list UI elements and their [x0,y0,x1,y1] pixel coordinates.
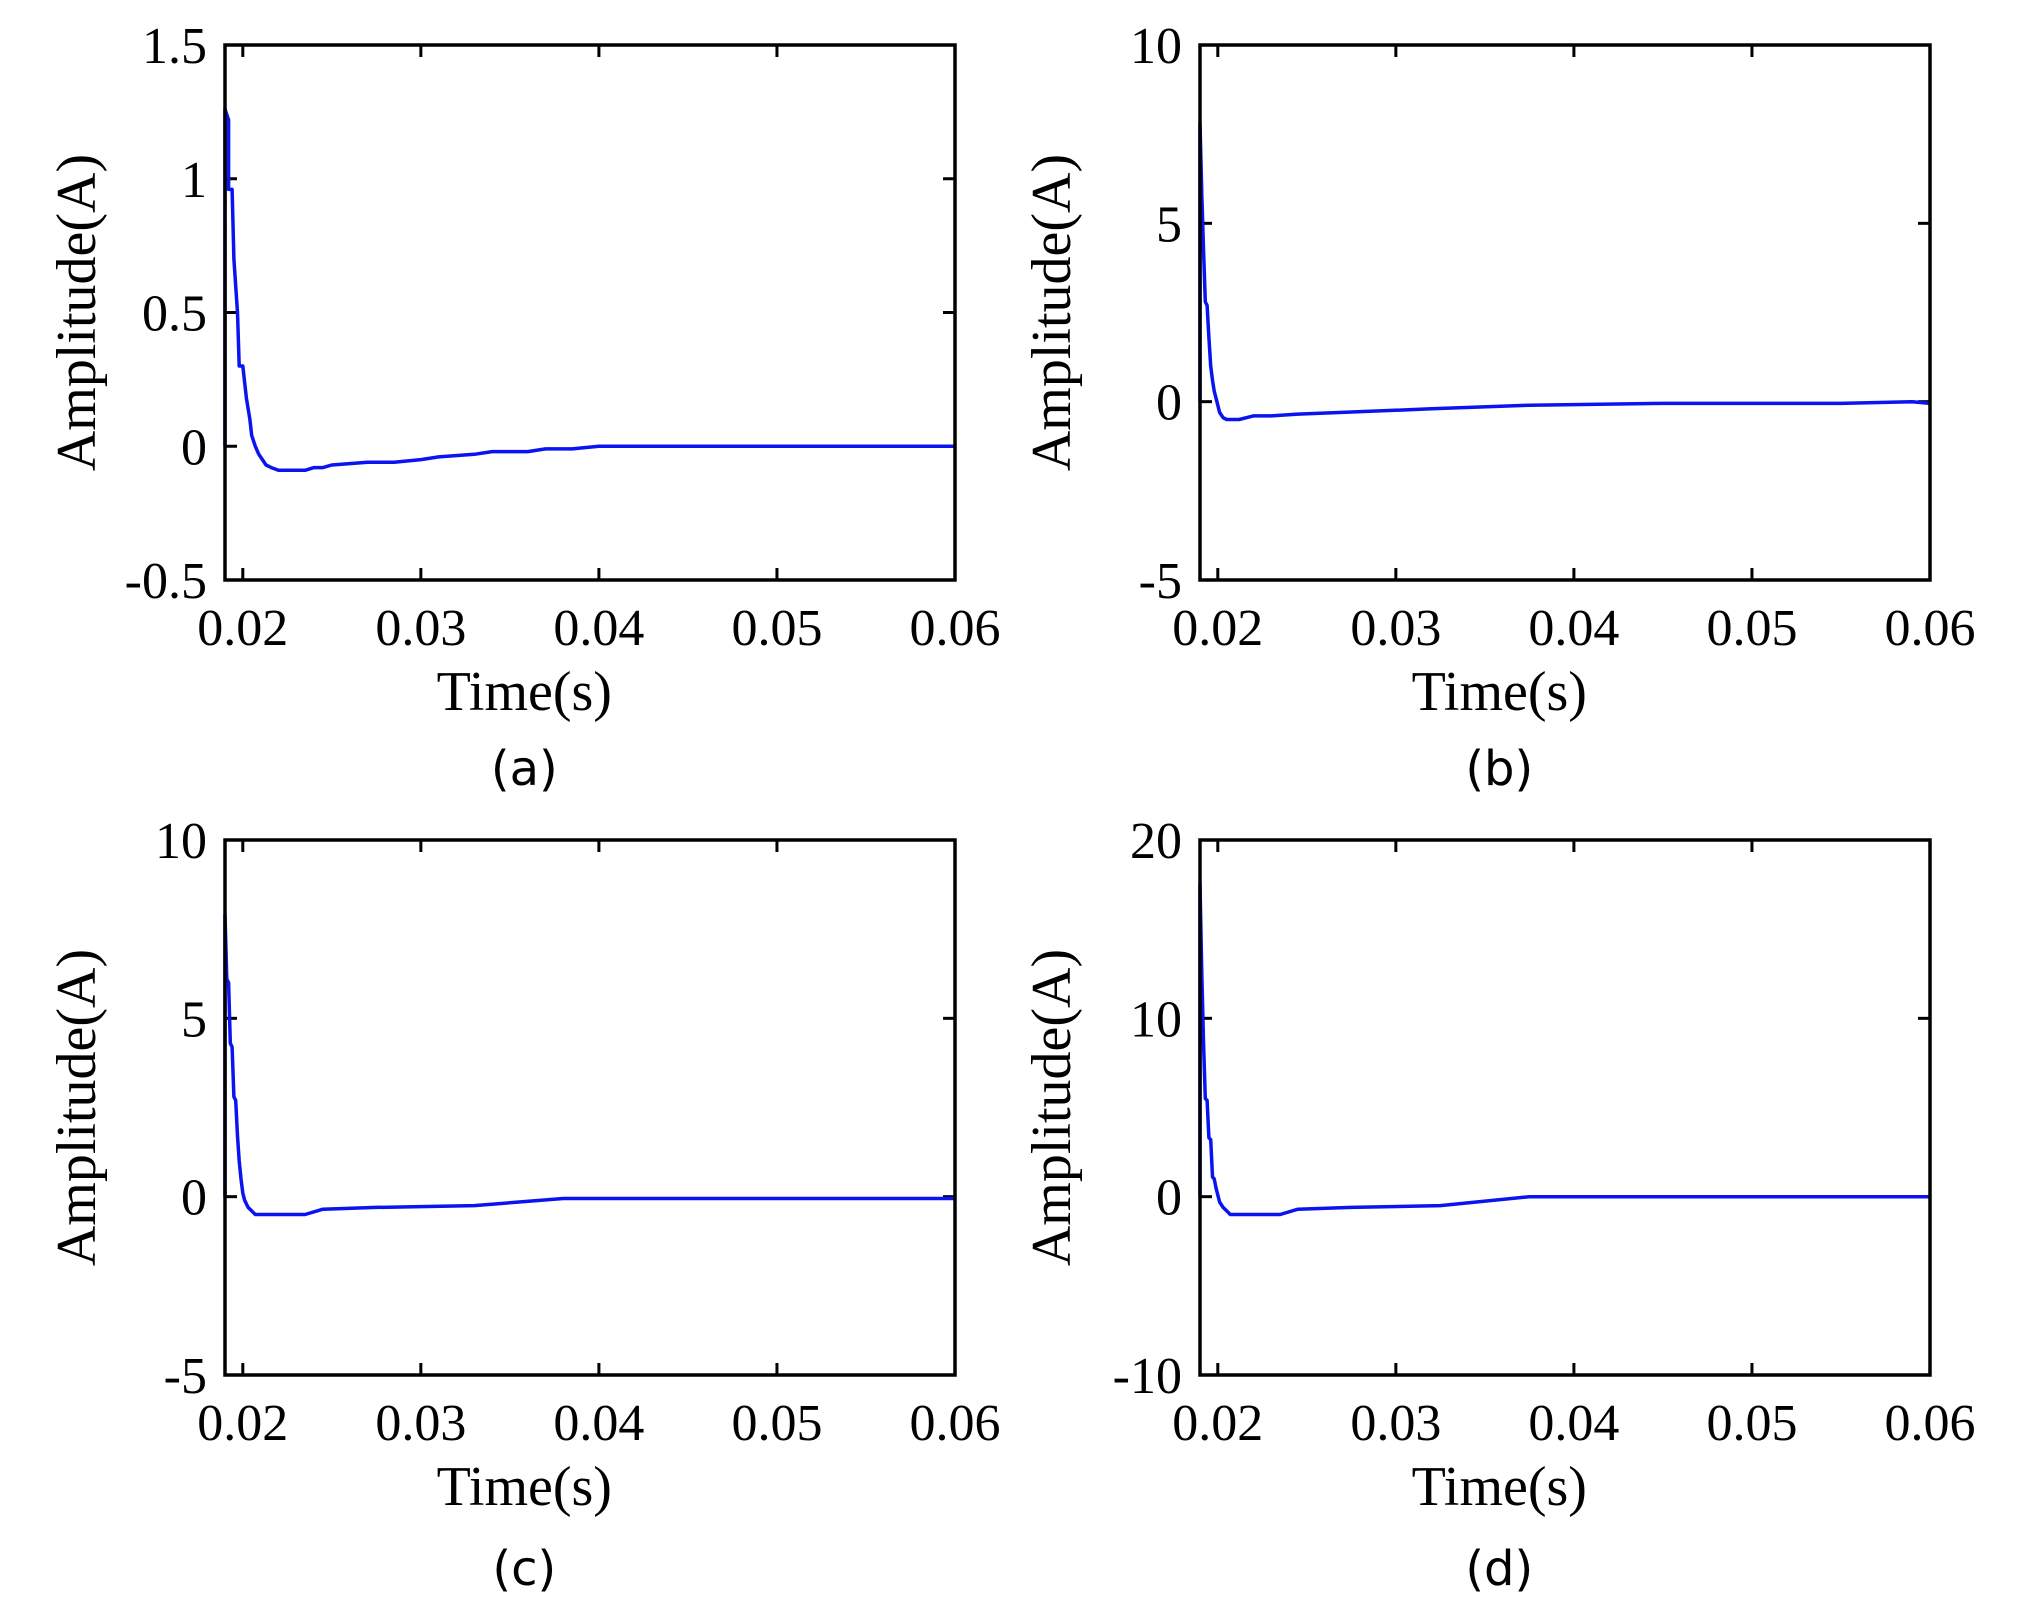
y-tick-label: -5 [1139,553,1182,610]
y-tick-label: 10 [1130,991,1182,1048]
x-tick-label: 0.03 [1350,600,1441,657]
x-axis-title: Time(s) [1412,661,1587,723]
y-axis-title: Amplitude(A) [1021,949,1083,1266]
y-tick-label: 0 [181,419,207,476]
y-tick-label: 5 [1156,196,1182,253]
x-axis-title: Time(s) [437,1456,612,1518]
x-axis-title: Time(s) [437,661,612,723]
x-tick-label: 0.04 [1528,600,1619,657]
y-tick-label: 0 [1156,375,1182,432]
plot-frame [1198,838,1932,1377]
plot-frame [223,838,957,1377]
y-tick-label: 0.5 [142,286,207,343]
panel-caption: (c) [492,1541,556,1597]
x-tick-label: 0.05 [731,1395,822,1452]
y-tick-label: 1 [181,152,207,209]
y-tick-label: 0 [1156,1170,1182,1227]
x-tick-label: 0.02 [1172,600,1263,657]
x-axis-title: Time(s) [1412,1456,1587,1518]
panel-c: 0.02 0.03 0.04 0.05 0.06 -5 0 5 10 Time(s) Amplitu… [46,813,1001,1597]
x-tick-label: 0.06 [1885,600,1976,657]
y-tick-label: -5 [164,1348,207,1405]
series-line-0 [1198,882,1930,1217]
y-tick-label: 10 [155,813,207,870]
series-line-0 [223,913,955,1217]
x-tick-label: 0.06 [1885,1395,1976,1452]
x-tick-label: 0.02 [197,1395,288,1452]
y-axis-title: Amplitude(A) [1021,154,1083,471]
x-tick-label: 0.06 [910,1395,1001,1452]
series-line-0 [1198,121,1931,422]
x-tick-label: 0.05 [1706,600,1797,657]
y-tick-label: 20 [1130,813,1182,870]
plot-frame [1198,43,1932,582]
x-tick-label: 0.04 [553,1395,644,1452]
x-tick-label: 0.02 [197,600,288,657]
x-tick-label: 0.04 [1528,1395,1619,1452]
x-tick-label: 0.03 [1350,1395,1441,1452]
y-tick-label: 5 [181,991,207,1048]
y-axis-title: Amplitude(A) [46,949,108,1266]
panel-caption: (b) [1465,741,1533,797]
panel-a: 0.02 0.03 0.04 0.05 0.06 -0.5 0 0.5 1 1.5 Time(s) A… [46,18,1001,797]
x-tick-label: 0.03 [375,1395,466,1452]
y-tick-label: 1.5 [142,18,207,75]
y-tick-label: 0 [181,1170,207,1227]
x-tick-label: 0.03 [375,600,466,657]
panel-b: 0.02 0.03 0.04 0.05 0.06 -5 0 5 10 Time(s) Amplitu… [1021,18,1976,797]
y-axis-title: Amplitude(A) [46,154,108,471]
panel-caption: (d) [1465,1541,1533,1597]
x-tick-label: 0.04 [553,600,644,657]
x-tick-label: 0.05 [1706,1395,1797,1452]
panel-caption: (a) [491,741,558,797]
series-line-0 [223,107,955,473]
x-tick-label: 0.05 [731,600,822,657]
y-tick-label: 10 [1130,18,1182,75]
y-tick-label: -10 [1113,1348,1182,1405]
y-tick-label: -0.5 [125,553,207,610]
panel-d: 0.02 0.03 0.04 0.05 0.06 -10 0 10 20 Time(s) Ampli… [1021,813,1976,1597]
x-tick-label: 0.02 [1172,1395,1263,1452]
x-tick-label: 0.06 [910,600,1001,657]
plot-frame [223,43,957,582]
